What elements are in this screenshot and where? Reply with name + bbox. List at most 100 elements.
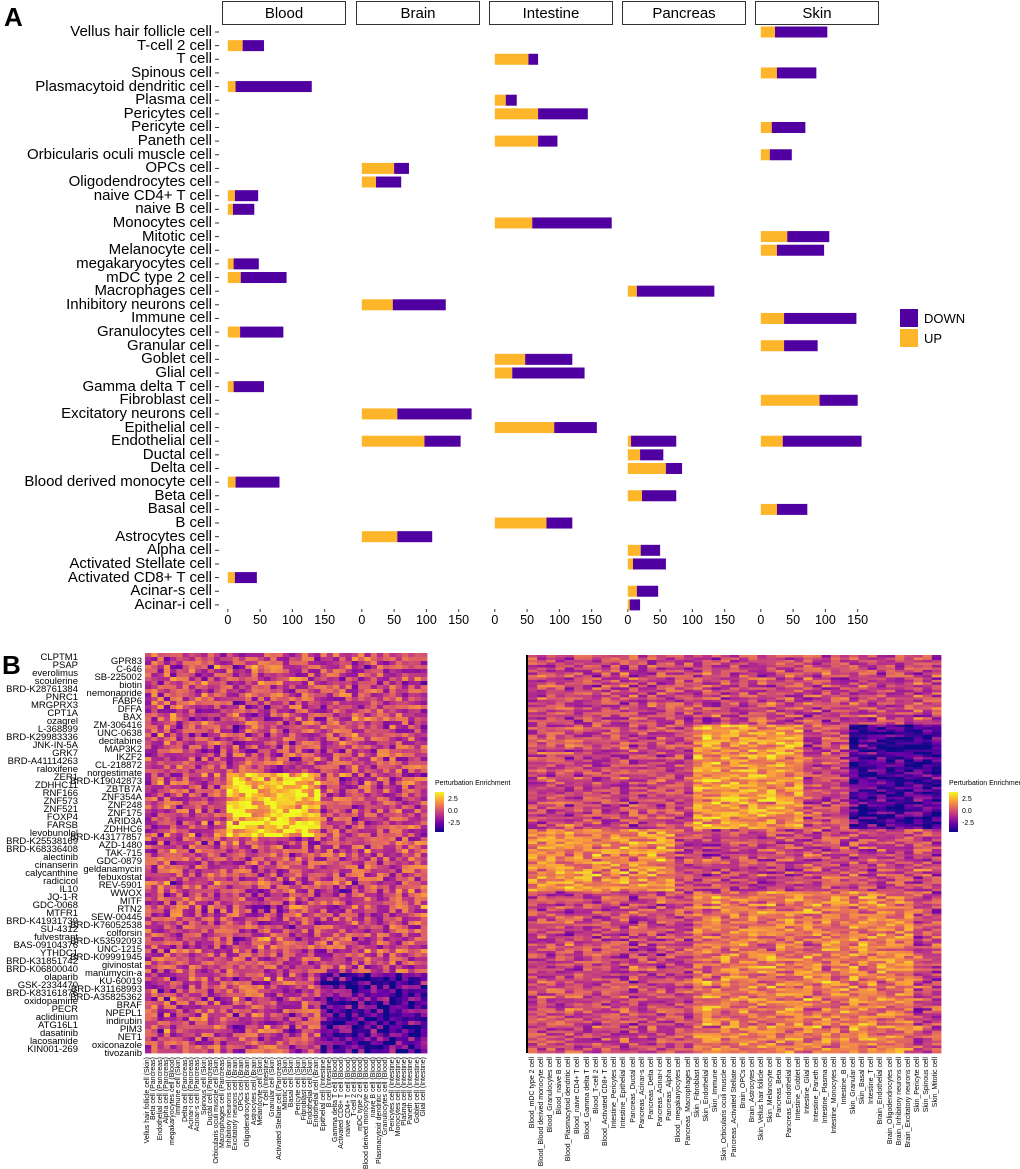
- heatmap-cell: [528, 655, 538, 658]
- heatmap-cell: [767, 655, 777, 658]
- heatmap-cell: [583, 660, 593, 663]
- heatmap-cell: [721, 655, 731, 658]
- heatmap-cell: [693, 660, 703, 663]
- heatmap-cell: [913, 655, 923, 658]
- heatmap-cell: [684, 660, 694, 663]
- heatmap-cell: [546, 655, 556, 658]
- heatmap-cell: [886, 657, 896, 660]
- heatmap-cell: [840, 657, 850, 660]
- heatmap-cell: [757, 655, 767, 658]
- heatmap-cell: [794, 655, 804, 658]
- heatmap-cell: [702, 655, 712, 658]
- heatmap-cell: [822, 655, 832, 658]
- heatmap-cell: [730, 657, 740, 660]
- heatmap-cell: [629, 655, 639, 658]
- heatmap-cell: [574, 660, 584, 663]
- heatmap-cell: [702, 657, 712, 660]
- heatmap-cell: [565, 657, 575, 660]
- heatmap-cell: [601, 655, 611, 658]
- heatmap-cell: [647, 657, 657, 660]
- heatmap-cell: [666, 660, 676, 663]
- heatmap-cell: [739, 660, 749, 663]
- heatmap-cell: [528, 660, 538, 663]
- heatmap-cell: [730, 655, 740, 658]
- heatmap-cell: [656, 655, 666, 658]
- heatmap-cell: [638, 660, 648, 663]
- heatmap-cell: [858, 655, 868, 658]
- heatmap-cell: [574, 657, 584, 660]
- heatmap-cell: [592, 660, 602, 663]
- heatmap-cell: [583, 655, 593, 658]
- heatmap-cell: [767, 657, 777, 660]
- heatmap-cell: [904, 657, 914, 660]
- heatmap-cell: [730, 660, 740, 663]
- heatmap-cell: [803, 657, 813, 660]
- heatmap-cell: [932, 657, 942, 660]
- heatmap-cell: [904, 655, 914, 658]
- heatmap-cell: [611, 655, 621, 658]
- heatmap-cell: [712, 660, 722, 663]
- heatmap-cell: [647, 660, 657, 663]
- heatmap-cell: [932, 655, 942, 658]
- heatmap-cell: [537, 660, 547, 663]
- heatmap-cell: [638, 655, 648, 658]
- heatmap-cell: [693, 655, 703, 658]
- heatmap-cell: [666, 657, 676, 660]
- heatmap-cell: [592, 655, 602, 658]
- heatmap-cell: [831, 657, 841, 660]
- heatmap-cell: [712, 655, 722, 658]
- heatmap-cell: [739, 655, 749, 658]
- heatmap-cell: [647, 655, 657, 658]
- heatmap-cell: [785, 655, 795, 658]
- heatmap-cell: [877, 655, 887, 658]
- heatmap-cell: [776, 655, 786, 658]
- heatmap-cell: [813, 657, 823, 660]
- heatmap-cell: [813, 655, 823, 658]
- heatmap-cell: [620, 660, 630, 663]
- heatmap-cell: [546, 657, 556, 660]
- heatmap-cell: [565, 655, 575, 658]
- heatmap-cell: [583, 657, 593, 660]
- heatmap-cell: [831, 655, 841, 658]
- heatmap-cell: [748, 655, 758, 658]
- heatmap-cell: [840, 655, 850, 658]
- heatmap-cell: [675, 655, 685, 658]
- heatmap-cell: [868, 657, 878, 660]
- heatmap-cell: [886, 655, 896, 658]
- heatmap-cell: [785, 657, 795, 660]
- heatmap-cell: [629, 660, 639, 663]
- heatmap-cell: [629, 657, 639, 660]
- heatmap-cell: [556, 655, 566, 658]
- heatmap-cell: [721, 657, 731, 660]
- heatmap-cell: [877, 657, 887, 660]
- heatmap-cell: [656, 657, 666, 660]
- heatmap-cell: [592, 657, 602, 660]
- heatmap-cell: [611, 660, 621, 663]
- heatmap-cell: [528, 657, 538, 660]
- heatmap-cell: [849, 657, 859, 660]
- heatmap-cell: [556, 657, 566, 660]
- heatmap-cell: [537, 655, 547, 658]
- heatmap-cell: [684, 655, 694, 658]
- heatmap-cell: [656, 660, 666, 663]
- heatmap-cell: [620, 655, 630, 658]
- heatmap-cell: [868, 655, 878, 658]
- heatmap-cell: [858, 657, 868, 660]
- heatmap-cell: [638, 657, 648, 660]
- heatmap-cell: [712, 657, 722, 660]
- heatmap-cell: [739, 657, 749, 660]
- heatmap-cell: [601, 660, 611, 663]
- heatmap-cell: [684, 657, 694, 660]
- heatmap-cell: [556, 660, 566, 663]
- heatmap-cell: [776, 657, 786, 660]
- heatmap-cell: [721, 660, 731, 663]
- heatmap-cell: [675, 657, 685, 660]
- heatmap-cell: [537, 657, 547, 660]
- heatmap-cell: [757, 657, 767, 660]
- heatmap-cell: [794, 657, 804, 660]
- heatmap-cell: [574, 655, 584, 658]
- heatmap-cell: [895, 657, 905, 660]
- heatmap-cell: [702, 660, 712, 663]
- heatmap-cell: [693, 657, 703, 660]
- heatmap-cell: [601, 657, 611, 660]
